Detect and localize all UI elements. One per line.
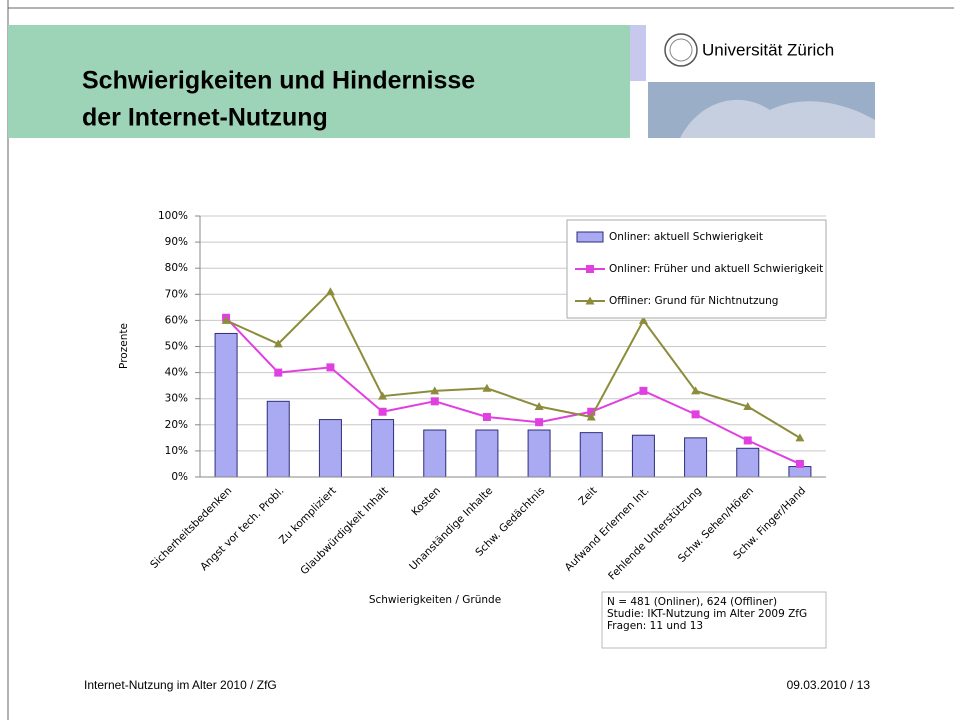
- line: [225, 290, 801, 439]
- header-accent: [630, 25, 646, 81]
- y-tick-label: 60%: [165, 314, 188, 326]
- y-tick-label: 20%: [165, 419, 188, 431]
- logo-seal: [669, 38, 693, 62]
- legend-box: [566, 219, 827, 319]
- triangle-marker: [638, 315, 648, 324]
- y-tick-label: 100%: [158, 210, 188, 222]
- legend-label: Onliner: aktuell Schwierigkeit: [609, 231, 763, 243]
- triangle-marker: [743, 402, 753, 411]
- bar: [214, 332, 238, 478]
- bar: [527, 429, 551, 478]
- triangle-marker: [795, 433, 805, 442]
- header-band: [8, 25, 630, 138]
- logo-text: Universität Zürich: [702, 40, 834, 59]
- bar: [684, 437, 708, 478]
- triangle-marker: [482, 383, 492, 392]
- logo-seal: [664, 33, 698, 67]
- slide-title: der Internet-Nutzung: [82, 104, 328, 132]
- y-tick-label: 40%: [165, 367, 188, 379]
- legend-swatch: [576, 231, 604, 243]
- bar: [736, 447, 760, 478]
- x-tick-label: Aufwand Erlernen Int.: [563, 485, 652, 574]
- bar: [579, 432, 603, 478]
- footer-left: Internet-Nutzung im Alter 2010 / ZfG: [84, 678, 277, 692]
- triangle-marker: [273, 339, 283, 348]
- y-tick-label: 30%: [165, 393, 188, 405]
- square-marker: [535, 418, 544, 427]
- triangle-marker: [691, 386, 701, 395]
- legend-label: Onliner: Früher und aktuell Schwierigkei…: [609, 263, 823, 275]
- y-tick-label: 50%: [165, 341, 188, 353]
- bar: [318, 419, 342, 478]
- square-marker: [482, 412, 491, 421]
- x-tick-label: Kosten: [409, 485, 443, 519]
- y-axis-title: Prozente: [118, 323, 130, 369]
- footer-right: 09.03.2010 / 13: [787, 678, 871, 692]
- square-marker: [743, 436, 752, 445]
- x-tick-label: Fehlende Unterstützung: [606, 485, 704, 583]
- y-tick-label: 70%: [165, 288, 188, 300]
- bar: [266, 400, 290, 478]
- y-tick-label: 10%: [165, 445, 188, 457]
- bar: [475, 429, 499, 478]
- square-marker: [326, 363, 335, 372]
- x-tick-label: Zeit: [576, 485, 599, 508]
- bar: [788, 466, 812, 478]
- triangle-marker: [221, 315, 231, 324]
- note-text: Fragen: 11 und 13: [607, 620, 703, 632]
- line: [225, 317, 801, 465]
- note-text: N = 481 (Onliner), 624 (Offliner): [607, 596, 777, 608]
- triangle-marker: [534, 402, 544, 411]
- square-marker: [587, 407, 596, 416]
- square-marker: [586, 265, 594, 273]
- y-tick-label: 90%: [165, 236, 188, 248]
- square-marker: [639, 386, 648, 395]
- triangle-marker: [585, 296, 595, 305]
- legend-label: Offliner: Grund für Nichtnutzung: [609, 295, 778, 307]
- note-box: [601, 591, 827, 649]
- square-marker: [274, 368, 283, 377]
- y-tick-label: 0%: [171, 471, 188, 483]
- triangle-marker: [430, 386, 440, 395]
- square-marker: [795, 459, 804, 468]
- x-tick-label: Glaubwürdigkeit Inhalt: [298, 485, 391, 578]
- square-marker: [430, 397, 439, 406]
- y-tick-label: 80%: [165, 262, 188, 274]
- bar: [631, 434, 655, 478]
- note-text: Studie: IKT-Nutzung im Alter 2009 ZfG: [607, 608, 807, 620]
- bar: [423, 429, 447, 478]
- x-axis-title: Schwierigkeiten / Gründe: [369, 594, 501, 606]
- square-marker: [691, 410, 700, 419]
- slide-title: Schwierigkeiten und Hindernisse: [82, 67, 475, 95]
- photo-hand: [680, 99, 875, 138]
- square-marker: [378, 407, 387, 416]
- bar: [371, 419, 395, 478]
- triangle-marker: [586, 412, 596, 421]
- triangle-marker: [378, 391, 388, 400]
- triangle-marker: [325, 287, 335, 296]
